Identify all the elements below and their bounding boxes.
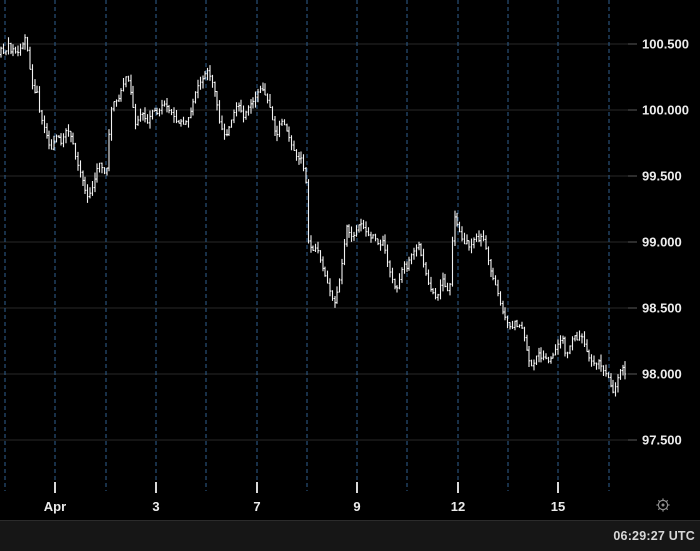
time-axis-label: 12 xyxy=(451,499,465,514)
price-axis-label: 99.000 xyxy=(642,235,682,250)
time-axis-label: Apr xyxy=(44,499,66,514)
gear-icon xyxy=(655,497,670,512)
price-axis-label: 99.500 xyxy=(642,169,682,184)
chart-settings-button[interactable] xyxy=(653,495,672,514)
time-axis-label: 9 xyxy=(353,499,360,514)
status-bar: 06:29:27 UTC xyxy=(0,520,700,551)
price-axis-label: 100.500 xyxy=(642,37,689,52)
time-axis-label: 3 xyxy=(152,499,159,514)
price-bars xyxy=(0,34,626,397)
price-axis[interactable]: 100.500 100.000 99.500 99.000 98.500 98.000 97… xyxy=(628,37,689,448)
price-chart-canvas[interactable]: 100.500100.00099.50099.00098.50098.00097… xyxy=(0,0,700,520)
price-axis-label: 97.500 xyxy=(642,433,682,448)
time-axis-label: 7 xyxy=(253,499,260,514)
time-axis[interactable]: Apr 3 7 9 12 15 xyxy=(44,482,565,514)
vertical-gridlines xyxy=(4,0,610,491)
time-axis-label: 15 xyxy=(551,499,565,514)
price-axis-label: 98.500 xyxy=(642,301,682,316)
clock-utc: 06:29:27 UTC xyxy=(613,529,695,543)
price-axis-label: 98.000 xyxy=(642,367,682,382)
price-axis-label: 100.000 xyxy=(642,103,689,118)
horizontal-gridlines xyxy=(0,43,628,441)
